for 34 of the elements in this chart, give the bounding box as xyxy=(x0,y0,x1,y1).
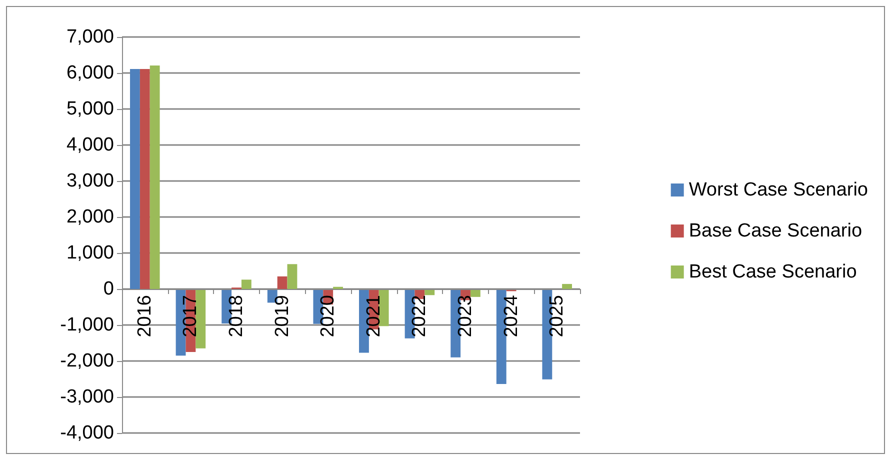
bar xyxy=(287,264,298,289)
y-tick-label: 3,000 xyxy=(66,170,114,192)
y-tick-label: 0 xyxy=(103,278,114,300)
legend-label: Best Case Scenario xyxy=(688,262,857,282)
y-tick-label: -2,000 xyxy=(60,350,114,372)
bar xyxy=(150,65,160,289)
bar xyxy=(378,289,389,326)
y-tick-label: -1,000 xyxy=(60,314,114,336)
x-tick-label: 2019 xyxy=(272,295,293,338)
x-tick-label: 2025 xyxy=(546,295,568,338)
bar xyxy=(277,276,288,289)
x-tick-label: 2023 xyxy=(455,295,476,338)
x-tick-label: 2016 xyxy=(134,295,156,338)
x-tick-label: 2017 xyxy=(180,295,202,338)
x-tick-label: 2018 xyxy=(226,295,247,338)
y-tick-label: 7,000 xyxy=(66,26,114,48)
x-tick-label: 2021 xyxy=(363,295,384,338)
y-tick-label: 5,000 xyxy=(66,98,114,120)
bar xyxy=(241,280,252,289)
bar xyxy=(130,69,140,289)
bar xyxy=(140,69,150,289)
x-tick-label: 2022 xyxy=(409,295,430,338)
y-tick-label: -3,000 xyxy=(60,386,114,408)
y-tick-label: 6,000 xyxy=(66,62,114,84)
bar xyxy=(562,284,572,289)
legend-label: Worst Case Scenario xyxy=(688,180,868,200)
legend-label: Base Case Scenario xyxy=(688,220,862,242)
bar xyxy=(196,289,206,348)
y-tick-label: 4,000 xyxy=(66,134,114,156)
x-tick-label: 2024 xyxy=(500,294,522,338)
y-tick-label: -4,000 xyxy=(60,422,114,444)
y-tick-label: 2,000 xyxy=(66,206,114,228)
x-tick-label: 2020 xyxy=(318,295,339,338)
y-tick-label: 1,000 xyxy=(66,242,114,264)
